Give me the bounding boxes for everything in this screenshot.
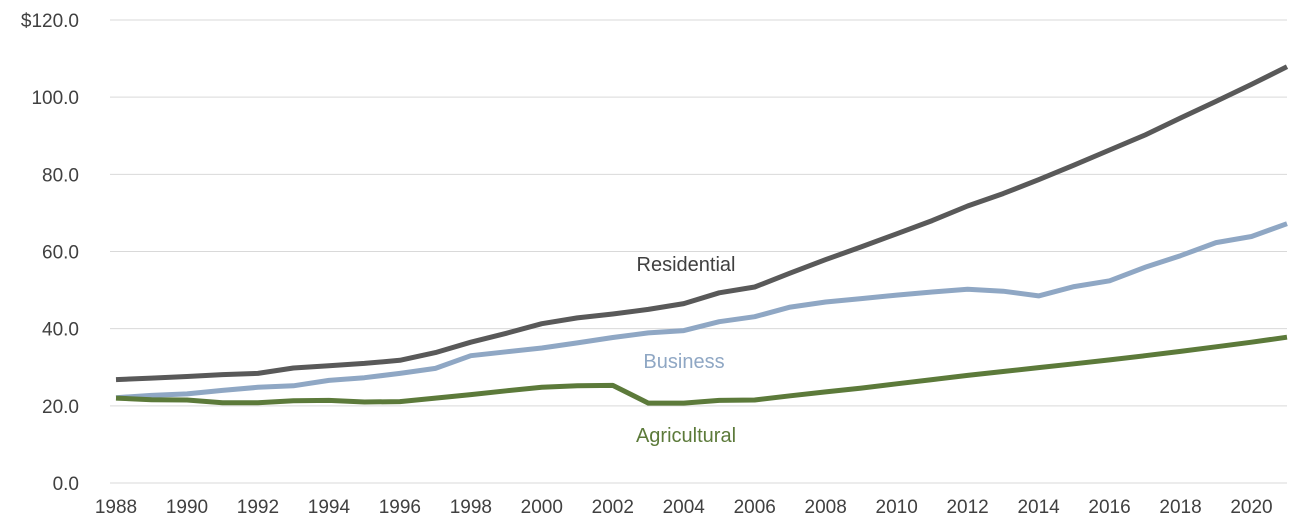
- x-tick-label: 1988: [95, 497, 137, 518]
- x-tick-label: 1990: [166, 497, 208, 518]
- x-tick-label: 2000: [521, 497, 563, 518]
- series-label-business: Business: [643, 351, 724, 373]
- x-tick-label: 2018: [1159, 497, 1201, 518]
- y-tick-label: $120.0: [21, 11, 79, 32]
- series-line-residential: [115, 64, 1289, 383]
- series-labels: Residential Business Agricultural: [636, 254, 736, 447]
- x-tick-label: 1992: [237, 497, 279, 518]
- x-tick-label: 2004: [663, 497, 706, 518]
- y-axis: 0.0 20.0 40.0 60.0 80.0 100.0 $120.0: [21, 11, 79, 495]
- x-tick-label: 2016: [1088, 497, 1130, 518]
- x-tick-label: 2014: [1017, 497, 1060, 518]
- x-axis: 1988 1990 1992 1994 1996 1998 2000 2002 2004 2006…: [95, 497, 1273, 518]
- y-tick-label: 20.0: [42, 397, 79, 418]
- x-tick-label: 1996: [379, 497, 421, 518]
- x-tick-label: 2020: [1230, 497, 1272, 518]
- y-tick-label: 60.0: [42, 243, 79, 264]
- series-lines: [115, 64, 1289, 406]
- x-tick-label: 2010: [876, 497, 918, 518]
- series-label-residential: Residential: [637, 254, 736, 276]
- y-tick-label: 0.0: [53, 474, 79, 495]
- x-tick-label: 2002: [592, 497, 634, 518]
- x-tick-label: 2012: [946, 497, 988, 518]
- gridlines: [110, 19, 1287, 484]
- y-tick-label: 100.0: [31, 88, 79, 109]
- x-tick-label: 1998: [450, 497, 492, 518]
- series-line-agricultural: [115, 334, 1288, 406]
- x-tick-label: 2008: [805, 497, 847, 518]
- y-tick-label: 40.0: [42, 320, 79, 341]
- x-tick-label: 2006: [734, 497, 776, 518]
- y-tick-label: 80.0: [42, 165, 79, 186]
- series-line-business: [115, 221, 1288, 401]
- x-tick-label: 1994: [308, 497, 351, 518]
- series-label-agricultural: Agricultural: [636, 425, 736, 447]
